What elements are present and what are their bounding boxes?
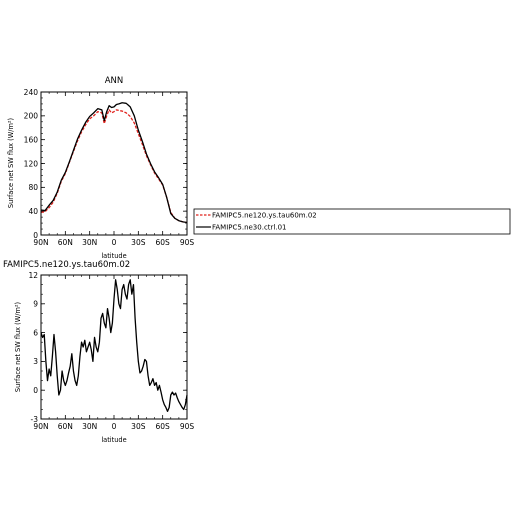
bottom-series-line-1 <box>40 279 188 412</box>
bottom-y-axis-label: Surface net SW flux (W/m²) <box>14 302 22 392</box>
top-y-tick-label: 200 <box>24 112 39 121</box>
bottom-y-tick-label: 9 <box>33 300 38 309</box>
top-y-tick-label: 80 <box>28 183 38 192</box>
bottom-x-tick-label: 90N <box>33 422 48 431</box>
top-y-tick-label: 0 <box>33 231 38 240</box>
bottom-x-tick-label: 60S <box>156 422 171 431</box>
bottom-plot-area: 90N 60N 30N 0 30S 60S 90S -3 0 3 6 9 12 <box>28 271 194 431</box>
top-x-tick-label: 30S <box>131 238 146 247</box>
top-y-tick-label: 120 <box>24 159 39 168</box>
top-y-axis-label: Surface net SW flux (W/m²) <box>7 118 15 208</box>
top-chart-title: ANN <box>105 76 124 86</box>
bottom-y-tick-label: -3 <box>31 415 39 424</box>
top-x-tick-label: 60N <box>58 238 73 247</box>
bottom-x-tick-label: 60N <box>58 422 73 431</box>
top-x-tick-label: 0 <box>112 238 117 247</box>
bottom-y-tick-label: 12 <box>28 271 38 280</box>
top-x-tick-label: 60S <box>156 238 171 247</box>
top-series-line-1 <box>40 109 188 224</box>
bottom-x-tick-label: 90S <box>180 422 195 431</box>
bottom-x-tick-label: 30S <box>131 422 146 431</box>
legend: FAMIPC5.ne120.ys.tau60m.02 FAMIPC5.ne30.… <box>193 208 511 235</box>
bottom-chart-title: FAMIPC5.ne120.ys.tau60m.02 <box>3 260 130 270</box>
top-y-tick-label: 240 <box>24 88 39 97</box>
bottom-x-tick-label: 30N <box>82 422 97 431</box>
top-x-tick-label: 90S <box>180 238 195 247</box>
bottom-plot-frame <box>40 274 188 420</box>
top-x-axis-label: latitude <box>101 252 126 260</box>
top-series-line-2 <box>40 102 188 224</box>
bottom-y-tick-label: 0 <box>33 386 38 395</box>
bottom-y-tick-label: 3 <box>33 357 38 366</box>
top-plot-area: 90N 60N 30N 0 30S 60S 90S 0 40 80 120 160 200 240 <box>24 88 195 247</box>
bottom-x-tick-label: 0 <box>112 422 117 431</box>
top-x-tick-label: 90N <box>33 238 48 247</box>
bottom-x-axis-label: latitude <box>101 436 126 444</box>
top-x-tick-label: 30N <box>82 238 97 247</box>
legend-box <box>193 208 511 235</box>
top-y-tick-label: 160 <box>24 135 39 144</box>
legend-label-series-1: FAMIPC5.ne120.ys.tau60m.02 <box>212 212 317 220</box>
legend-label-series-2: FAMIPC5.ne30.ctrl.01 <box>212 224 287 232</box>
top-y-tick-label: 40 <box>28 207 38 216</box>
bottom-y-tick-label: 6 <box>33 328 38 337</box>
top-plot-frame <box>40 91 188 236</box>
